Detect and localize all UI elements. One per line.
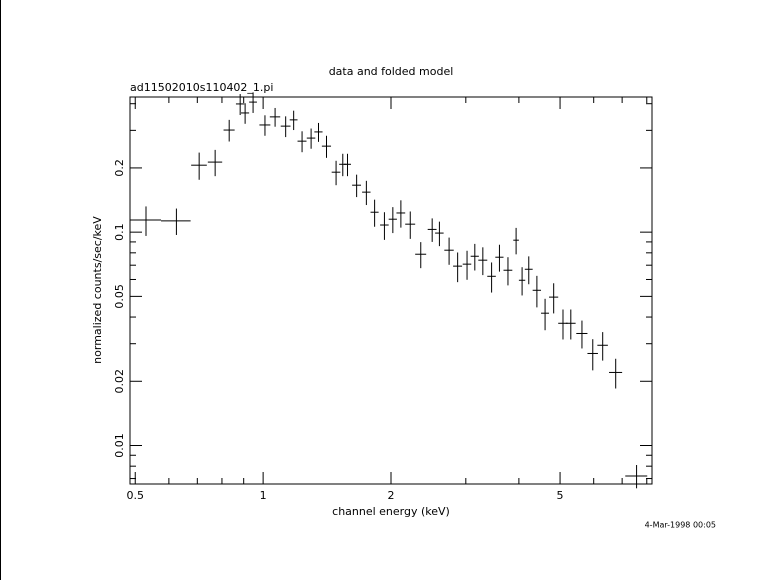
y-axis-label: normalized counts/sec/keV <box>91 216 104 364</box>
y-tick-label: 0.1 <box>113 223 126 241</box>
x-axis-label: channel energy (keV) <box>332 505 450 518</box>
x-tick-label: 5 <box>557 489 564 502</box>
y-tick-label: 0.02 <box>113 369 126 394</box>
y-tick-label: 0.05 <box>113 284 126 309</box>
chart-title: data and folded model <box>329 65 454 78</box>
chart-subtitle: ad11502010s110402_1.pi <box>130 81 273 94</box>
timestamp: 4-Mar-1998 00:05 <box>645 521 716 530</box>
x-tick-label: 2 <box>388 489 395 502</box>
y-tick-label: 0.01 <box>113 433 126 458</box>
x-tick-label: 0.5 <box>126 489 144 502</box>
plot-frame <box>129 96 653 485</box>
y-tick-label: 0.2 <box>113 159 126 177</box>
x-tick-label: 1 <box>260 489 267 502</box>
